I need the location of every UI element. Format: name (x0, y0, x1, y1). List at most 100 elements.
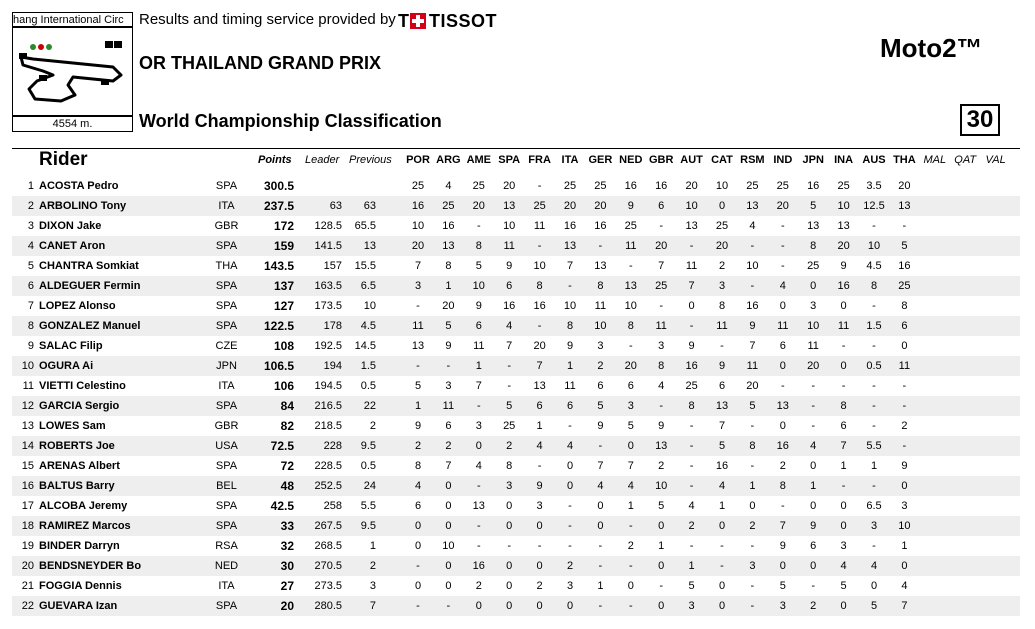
race-result-ina: 1 (840, 460, 847, 472)
header-race-ame: AME (466, 154, 492, 166)
rider-position: 18 (21, 520, 34, 532)
race-result-ind: - (780, 380, 785, 392)
race-result-ger: 4 (597, 480, 604, 492)
race-result-aut: 3 (688, 600, 695, 612)
race-result-aus: 1 (870, 460, 878, 472)
race-result-ned: 3 (627, 400, 634, 412)
race-result-por: 3 (414, 280, 422, 292)
race-result-cat: - (720, 540, 724, 552)
race-result-aus: 0 (870, 580, 878, 592)
rider-position: 13 (21, 420, 34, 432)
rider-nation: GBR (214, 420, 239, 432)
race-result-gbr: 0 (658, 560, 665, 572)
race-result-ina: 8 (840, 400, 847, 412)
gap-to-previous: 22 (363, 400, 376, 412)
race-result-ger: 1 (597, 580, 604, 592)
rider-nation: CZE (215, 340, 238, 352)
race-result-por: 0 (414, 540, 422, 552)
race-result-ita: 3 (566, 580, 574, 592)
rider-nation: ITA (218, 200, 235, 212)
race-result-ger: - (598, 540, 603, 552)
rider-position: 6 (27, 280, 34, 292)
race-result-cat: 11 (716, 320, 728, 332)
race-result-jpn: 4 (810, 440, 817, 452)
table-row: 2 ARBOLINO Tony ITA 237.5 63 63 16 25 20 13 25 20 20… (12, 196, 1020, 216)
table-row: 8 GONZALEZ Manuel SPA 122.5 178 4.5 11 5 6 4 - 8 10 8… (12, 316, 1020, 336)
race-result-ita: 0 (566, 480, 574, 492)
race-result-aus: - (872, 380, 876, 392)
race-result-ned: - (628, 520, 633, 532)
rider-nation: SPA (215, 460, 238, 472)
race-result-gbr: 5 (658, 500, 665, 512)
gap-to-leader: 194 (323, 360, 342, 372)
race-result-ger: 9 (597, 420, 604, 432)
table-row: 12 GARCIA Sergio SPA 84 216.5 22 1 11-5 6 6 5 3-8 13… (12, 396, 1020, 416)
race-result-tha: 9 (901, 460, 908, 472)
race-result-spa: 11 (503, 240, 515, 252)
header-race-ned: NED (619, 154, 643, 166)
race-result-ned: 0 (627, 440, 634, 452)
race-result-rsm: 1 (749, 480, 756, 492)
race-result-por: - (416, 360, 420, 372)
rider-nation: USA (215, 440, 238, 452)
race-result-ita: 20 (563, 200, 577, 212)
race-result-gbr: 1 (658, 540, 665, 552)
race-result-jpn: 6 (810, 540, 817, 552)
rider-nation: SPA (215, 500, 238, 512)
race-result-ina: 3 (840, 540, 847, 552)
rider-points: 48 (280, 479, 294, 493)
race-result-ame: 9 (475, 300, 482, 312)
race-result-arg: 5 (445, 320, 452, 332)
table-row: 20 BENDSNEYDER Bo NED 30 270.5 2-0 16 0 0 2- -0 1-3… (12, 556, 1020, 576)
race-result-cat: 20 (715, 240, 729, 252)
race-result-ame: 25 (472, 180, 485, 192)
gap-to-previous: 5.5 (360, 500, 376, 512)
race-result-ame: 5 (475, 260, 482, 272)
track-length: 4554 m. (12, 116, 133, 132)
race-result-aut: - (689, 240, 694, 252)
rider-name: BENDSNEYDER Bo (39, 560, 142, 572)
race-result-ind: 11 (777, 320, 789, 332)
race-result-jpn: 10 (807, 320, 820, 332)
table-row: 16 BALTUS Barry BEL 48 252.5 24 4 0-3 9 0 4 4 10-4 1 8… (12, 476, 1020, 496)
race-result-cat: 1 (718, 500, 726, 512)
gap-to-leader: 192.5 (314, 340, 342, 352)
race-result-gbr: 8 (658, 360, 665, 372)
header-race-ita: ITA (561, 154, 579, 166)
race-result-ita: - (568, 280, 572, 292)
race-result-ame: 20 (472, 200, 485, 212)
race-result-por: 25 (411, 180, 425, 192)
race-result-gbr: 13 (655, 440, 668, 452)
gap-to-previous: 9.5 (360, 520, 376, 532)
race-result-ned: - (628, 260, 633, 272)
race-result-ind: 13 (776, 400, 789, 412)
race-result-aut: 10 (685, 200, 698, 212)
race-result-cat: 0 (718, 580, 726, 592)
gap-to-previous: 2 (369, 560, 376, 572)
header-race-gbr: GBR (648, 154, 674, 166)
race-result-aut: 2 (688, 520, 695, 532)
gap-to-leader: 268.5 (314, 540, 342, 552)
race-result-rsm: - (750, 280, 755, 292)
table-row: 5 CHANTRA Somkiat THA 143.5 157 15.5 7 8 5 9 10 7 13… (12, 256, 1020, 276)
table-row: 10 OGURA Ai JPN 106.5 194 1.5 - - 1 - 7 1 2 20 8 16 9 11 0… (12, 356, 1020, 376)
race-result-ned: 13 (624, 280, 637, 292)
race-result-por: - (416, 560, 420, 572)
race-result-ina: 13 (837, 220, 850, 232)
race-result-rsm: 4 (749, 220, 756, 232)
race-result-arg: 0 (445, 580, 452, 592)
rider-points: 32 (280, 539, 294, 553)
race-result-jpn: 9 (810, 520, 817, 532)
race-result-ame: - (476, 540, 481, 552)
table-row: 1 ACOSTA Pedro SPA 300.5 25 4 25 20 - 25 25 16 16 20 1… (12, 176, 1020, 196)
race-result-spa: 8 (506, 460, 513, 472)
race-result-aus: - (872, 400, 876, 412)
race-result-por: 0 (414, 580, 422, 592)
race-result-ind: 4 (779, 280, 786, 292)
rider-name: ACOSTA Pedro (39, 180, 119, 192)
rider-nation: SPA (215, 520, 238, 532)
race-result-ind: 7 (779, 520, 786, 532)
race-result-jpn: 0 (810, 280, 817, 292)
race-result-gbr: 3 (658, 340, 665, 352)
event-name: OR THAILAND GRAND PRIX (139, 53, 381, 73)
